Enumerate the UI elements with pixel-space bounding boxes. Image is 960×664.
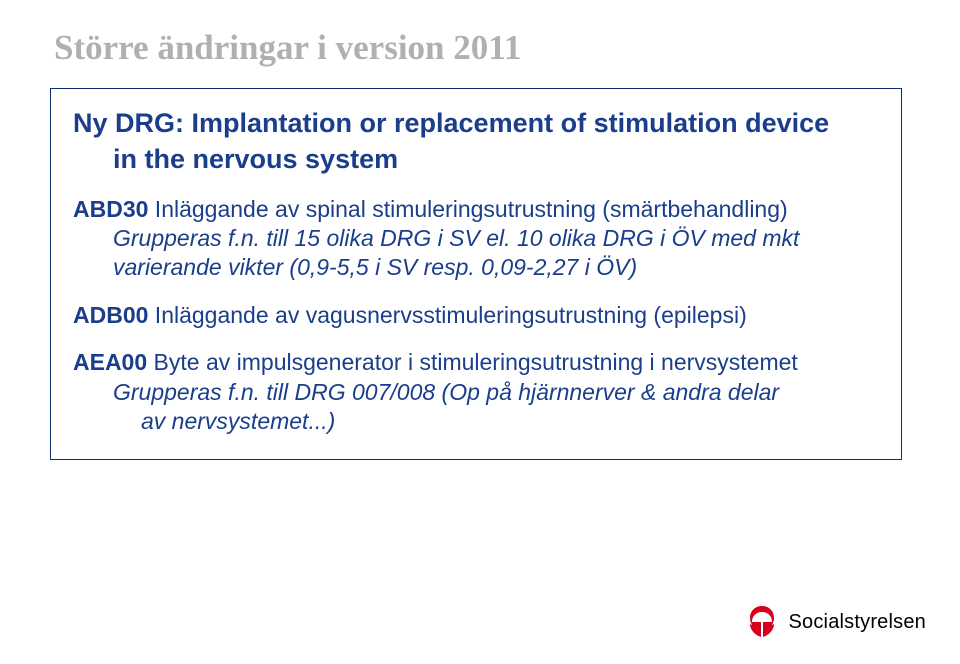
content-box: Ny DRG: Implantation or replacement of s… bbox=[50, 88, 902, 460]
heading-line-2: in the nervous system bbox=[73, 143, 881, 177]
heading-line-1: Ny DRG: Implantation or replacement of s… bbox=[73, 107, 881, 141]
sub-abd30-2: varierande vikter (0,9-5,5 i SV resp. 0,… bbox=[73, 253, 881, 282]
logo-icon bbox=[744, 604, 780, 640]
item-aea00: AEA00 Byte av impulsgenerator i stimuler… bbox=[73, 348, 881, 436]
item-abd30: ABD30 Inläggande av spinal stimuleringsu… bbox=[73, 195, 881, 283]
sub-abd30-1: Grupperas f.n. till 15 olika DRG i SV el… bbox=[73, 224, 881, 253]
logo-text: Socialstyrelsen bbox=[788, 611, 926, 634]
code-abd30: ABD30 bbox=[73, 196, 148, 222]
item-adb00: ADB00 Inläggande av vagusnervsstimulerin… bbox=[73, 301, 881, 330]
logo: Socialstyrelsen bbox=[744, 604, 926, 640]
text-aea00: Byte av impulsgenerator i stimuleringsut… bbox=[147, 349, 798, 375]
page-title: Större ändringar i version 2011 bbox=[54, 28, 521, 68]
slide: Större ändringar i version 2011 Ny DRG: … bbox=[0, 0, 960, 664]
code-adb00: ADB00 bbox=[73, 302, 148, 328]
code-aea00: AEA00 bbox=[73, 349, 147, 375]
text-adb00: Inläggande av vagusnervsstimuleringsutru… bbox=[148, 302, 746, 328]
text-abd30: Inläggande av spinal stimuleringsutrustn… bbox=[148, 196, 787, 222]
sub-aea00-1: Grupperas f.n. till DRG 007/008 (Op på h… bbox=[73, 378, 881, 407]
sub-aea00-2: av nervsystemet...) bbox=[73, 407, 881, 436]
